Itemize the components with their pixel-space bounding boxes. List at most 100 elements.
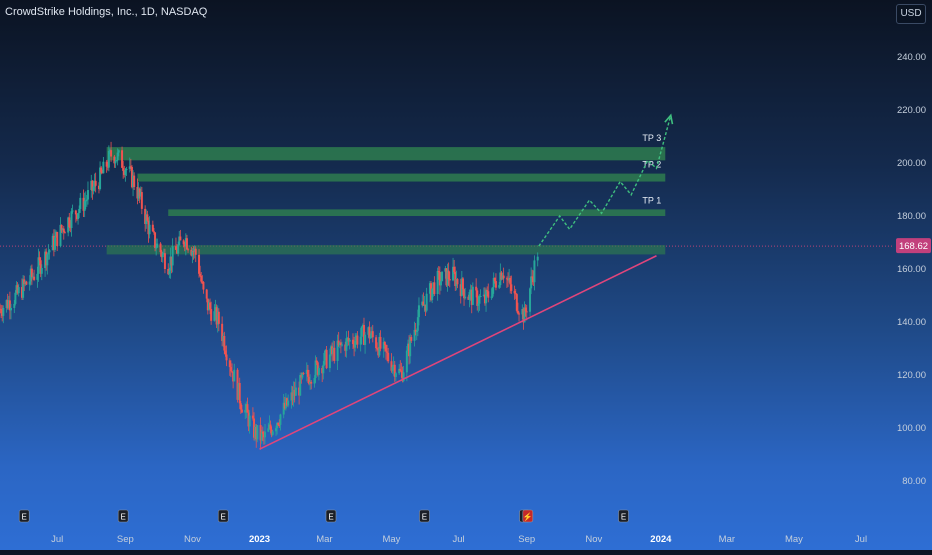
candle-body xyxy=(5,300,8,308)
earnings-marker-glyph: E xyxy=(328,513,333,522)
candle-body xyxy=(259,425,262,441)
candle-body xyxy=(100,167,103,173)
earnings-marker[interactable] xyxy=(217,509,229,523)
candle-body xyxy=(460,278,463,296)
candle-body xyxy=(286,398,289,406)
candle-body xyxy=(39,260,42,274)
earnings-markers[interactable]: EEEEEE⚡E xyxy=(18,509,629,523)
candle-body xyxy=(410,337,413,341)
candle-body xyxy=(192,250,195,252)
support-trendline[interactable] xyxy=(259,255,657,450)
candle-body xyxy=(107,150,110,168)
candle-body xyxy=(55,231,58,238)
time-tick-label: Jul xyxy=(452,534,464,545)
candle-body xyxy=(331,346,334,355)
candle-body xyxy=(292,389,295,400)
candle-body xyxy=(215,307,218,325)
candle-body xyxy=(202,281,205,290)
target-zone-3[interactable] xyxy=(106,147,666,161)
candle-body xyxy=(421,301,424,306)
candle-body xyxy=(213,311,216,321)
candle-body xyxy=(399,368,402,371)
projection-arrowhead xyxy=(664,113,674,125)
candle-body xyxy=(224,350,227,355)
target-zone-0[interactable] xyxy=(106,245,666,255)
candle-body xyxy=(339,342,342,346)
candle-body xyxy=(322,364,325,374)
candle-body xyxy=(17,287,20,294)
candle-body xyxy=(163,253,166,269)
earnings-marker-glyph: ⚡ xyxy=(523,512,533,522)
candle-body xyxy=(413,329,416,341)
candle-body xyxy=(271,431,274,435)
candle-body xyxy=(487,291,490,298)
candle-body xyxy=(416,317,419,331)
candle-body xyxy=(222,335,225,341)
target-label-1: TP 1 xyxy=(642,195,661,205)
currency-button[interactable]: USD xyxy=(896,4,926,24)
time-axis[interactable]: Jul Sep Nov 2023 Mar May Jul Sep Nov 2024 Mar May Ju… xyxy=(51,534,867,545)
candle-body xyxy=(13,303,16,308)
candle-body xyxy=(201,281,204,283)
candle-body xyxy=(371,331,374,338)
candle-body xyxy=(147,220,150,235)
candle-body xyxy=(29,268,32,282)
target-label-3: TP 3 xyxy=(642,133,661,143)
earnings-marker[interactable] xyxy=(117,509,129,523)
candle-body xyxy=(264,431,267,438)
price-axis[interactable]: 240.00 220.00 200.00 180.00 160.00 140.00 120.… xyxy=(896,52,931,487)
candle-body xyxy=(44,251,47,268)
earnings-marker-glyph: E xyxy=(221,513,226,522)
candle-body xyxy=(344,344,347,351)
candle-body xyxy=(448,279,451,281)
candle-body xyxy=(510,284,513,291)
candle-body xyxy=(156,243,159,248)
candle-body xyxy=(152,231,155,233)
candle-body xyxy=(71,210,74,212)
earnings-marker[interactable] xyxy=(18,509,30,523)
candle-body xyxy=(159,243,162,253)
candle-body xyxy=(321,368,324,374)
earnings-marker[interactable] xyxy=(618,509,629,523)
target-zone-1[interactable] xyxy=(168,209,666,216)
candle-body xyxy=(505,278,508,280)
candles xyxy=(0,141,539,450)
candle-body xyxy=(69,227,72,229)
candle-body xyxy=(200,275,203,282)
target-zone-2[interactable] xyxy=(137,173,666,182)
earnings-marker[interactable] xyxy=(325,509,337,523)
price-tick-label: 200.00 xyxy=(897,158,926,169)
candle-body xyxy=(482,294,485,296)
candle-body xyxy=(400,370,403,373)
candle-body xyxy=(277,422,280,425)
candle-body xyxy=(459,284,462,296)
candle-body xyxy=(246,404,249,413)
candle-body xyxy=(105,161,108,167)
candle-body xyxy=(390,361,393,371)
candle-body xyxy=(485,290,488,304)
candle-body xyxy=(117,150,120,153)
candle-body xyxy=(56,231,59,247)
price-tick-label: 100.00 xyxy=(897,423,926,434)
candle-body xyxy=(97,185,100,190)
candle-body xyxy=(91,180,94,191)
earnings-marker[interactable] xyxy=(419,509,430,523)
candle-body xyxy=(368,327,371,339)
candle-body xyxy=(99,167,102,190)
candle-body xyxy=(185,238,188,250)
candle-body xyxy=(137,188,140,199)
candle-body xyxy=(206,298,209,311)
candle-body xyxy=(425,293,428,311)
earnings-marker[interactable] xyxy=(522,509,534,523)
candle-body xyxy=(30,268,33,278)
candle-body xyxy=(431,288,434,300)
candle-body xyxy=(122,167,125,171)
candle-body xyxy=(101,172,104,174)
candle-body xyxy=(499,272,502,286)
candle-body xyxy=(307,376,310,384)
candle-body xyxy=(108,150,111,152)
candle-body xyxy=(214,307,217,312)
candle-body xyxy=(336,340,339,361)
